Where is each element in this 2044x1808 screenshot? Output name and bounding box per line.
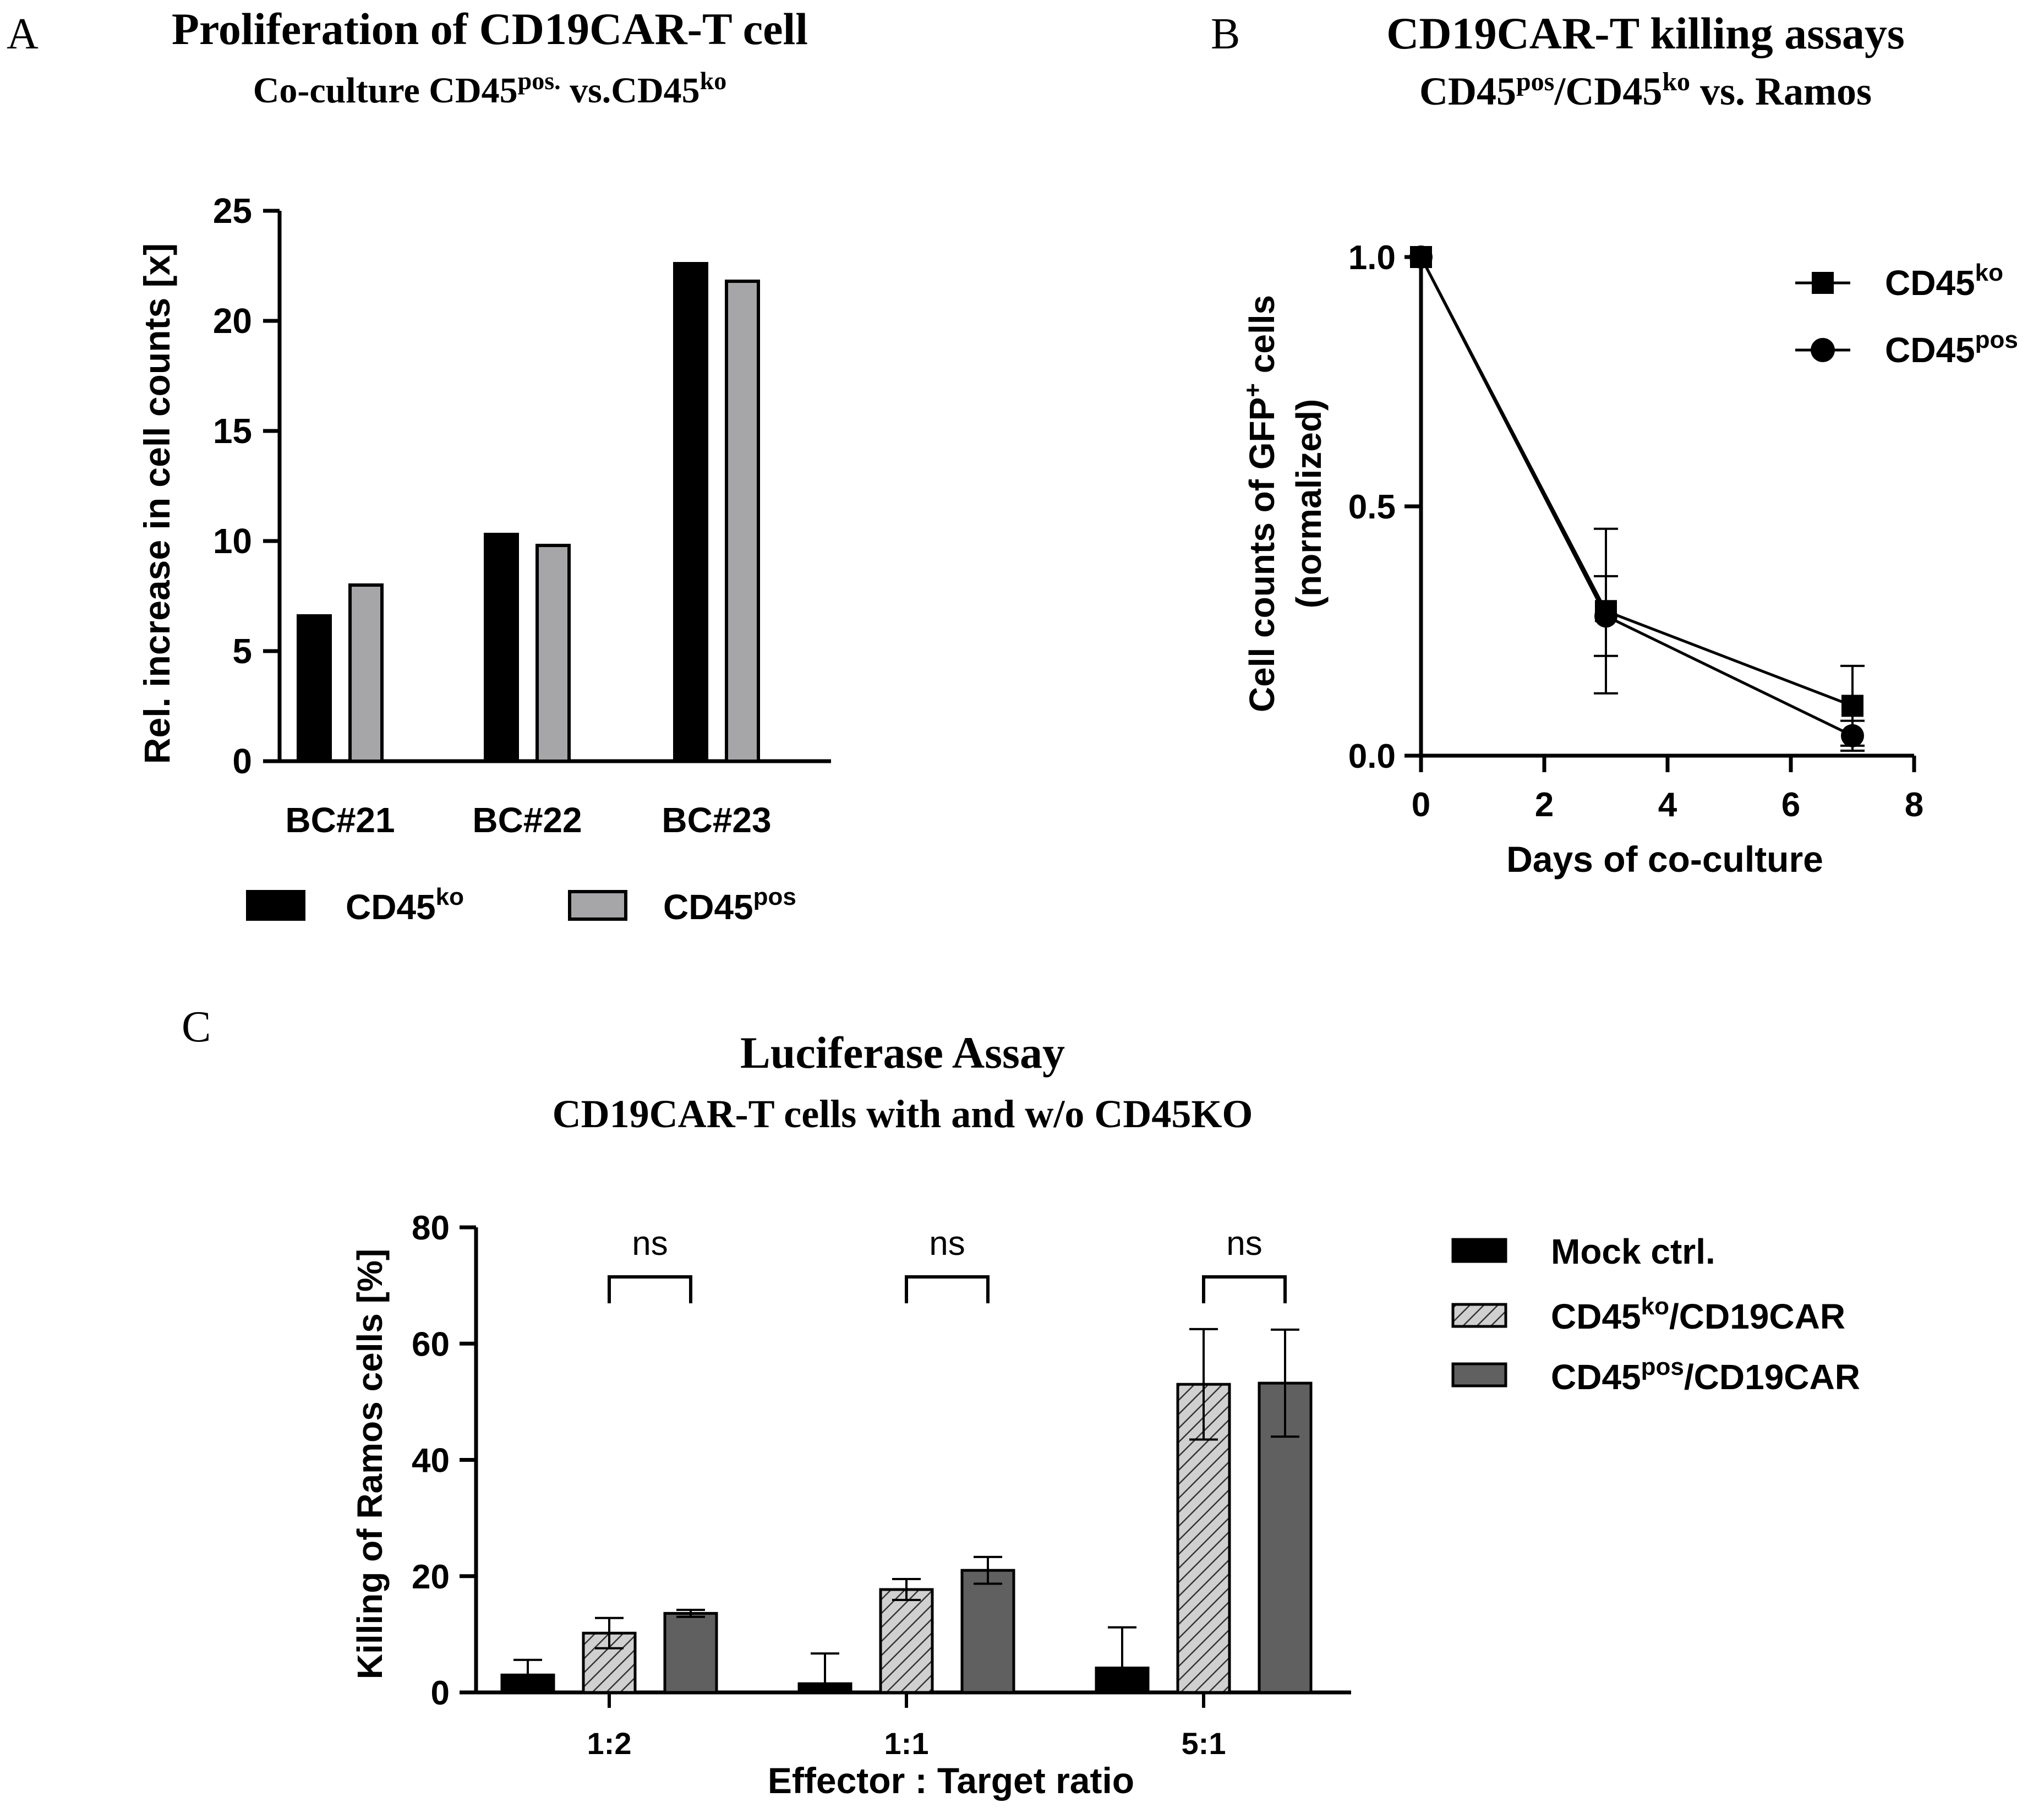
panel-a-bar-BC#23-pos [725, 280, 760, 763]
panel-c: C Luciferase Assay CD19CAR-T cells with … [182, 1003, 1860, 1801]
legend-swatch-cd45pos-car [1451, 1362, 1507, 1388]
panel-a-ytick-label: 20 [213, 301, 252, 341]
panel-b-point-ko [1841, 695, 1863, 717]
panel-c-sig-bracket [608, 1275, 692, 1303]
panel-a-bar-BC#23-ko [673, 262, 708, 763]
panel-c-ytick-label: 60 [412, 1325, 450, 1363]
panel-b-xtick-label: 2 [1535, 786, 1554, 824]
panel-a-category-label: BC#23 [662, 800, 771, 840]
panel-a: A Proliferation of CD19CAR-T cell Co-cul… [7, 4, 831, 927]
panel-b-line-ko [1419, 256, 1853, 707]
panel-c-ytick-label: 40 [412, 1442, 450, 1480]
legend-label-cd45ko-car: CD45ko/CD19CAR [1551, 1293, 1845, 1336]
panel-c-xlabel: Effector : Target ratio [768, 1760, 1134, 1801]
panel-a-bar-BC#21-ko [297, 614, 332, 763]
panel-b-letter: B [1211, 10, 1240, 58]
panel-a-ylabel: Rel. increase in cell counts [x] [136, 243, 177, 764]
legend-label-cd45pos: CD45pos [663, 883, 796, 927]
panel-c-title: Luciferase Assay [740, 1028, 1065, 1078]
legend-label-mock: Mock ctrl. [1551, 1232, 1715, 1271]
legend-swatch-cd45ko-car [1451, 1303, 1507, 1328]
panel-a-subtitle: Co-culture CD45pos. vs.CD45ko [253, 67, 726, 111]
panel-b-point-pos [1594, 604, 1617, 628]
panel-c-legend: Mock ctrl. CD45ko/CD19CAR CD45pos/CD19CA… [1451, 1232, 1860, 1397]
panel-c-ylabel: Killing of Ramos cells [%] [350, 1249, 390, 1679]
panel-b-xtick-label: 6 [1781, 786, 1800, 824]
panel-b-subtitle: CD45pos/CD45ko vs. Ramos [1419, 67, 1872, 113]
panel-a-letter: A [7, 10, 39, 58]
panel-b: B CD19CAR-T killing assays CD45pos/CD45k… [1211, 8, 2018, 880]
panel-c-subtitle: CD19CAR-T cells with and w/o CD45KO [553, 1092, 1253, 1136]
panel-b-line-pos [1419, 256, 1854, 738]
panel-a-ytick-label: 5 [232, 631, 252, 671]
panel-a-bar-BC#21-pos [348, 583, 384, 763]
panel-a-ytick-label: 10 [213, 521, 252, 561]
panel-c-bar-1:1-1 [879, 1588, 934, 1694]
panel-a-ytick-label: 0 [232, 741, 252, 781]
panel-b-xtick-label: 0 [1412, 786, 1430, 824]
panel-c-category-label: 1:2 [587, 1726, 632, 1761]
panel-c-bar-1:1-2 [960, 1569, 1015, 1694]
panel-a-legend: CD45ko CD45pos [246, 883, 796, 927]
legend-marker-circle [1811, 338, 1835, 362]
panel-a-bar-BC#22-ko [484, 533, 519, 763]
panel-c-sig-label: ns [1226, 1225, 1262, 1263]
panel-b-ytick-label: 0.0 [1348, 738, 1396, 775]
panel-a-ytick-label: 15 [213, 411, 252, 451]
panel-a-bar-BC#22-pos [535, 544, 571, 763]
panel-c-sig-bracket [905, 1275, 990, 1303]
panel-b-xlabel: Days of co-culture [1506, 839, 1823, 880]
panel-a-category-label: BC#22 [472, 800, 582, 840]
legend-swatch-mock [1451, 1238, 1507, 1263]
legend-swatch-cd45pos [568, 890, 627, 921]
panel-c-category-label: 5:1 [1182, 1726, 1226, 1761]
legend-label-cd45pos-b: CD45pos [1885, 326, 2018, 370]
panel-c-bar-1:2-2 [663, 1612, 718, 1694]
panel-a-ytick-label: 25 [213, 191, 252, 231]
panel-b-xtick-label: 8 [1905, 786, 1923, 824]
panel-a-category-label: BC#21 [285, 800, 395, 840]
panel-c-letter: C [182, 1003, 211, 1051]
panel-b-point-pos [1409, 245, 1433, 269]
panel-a-title: Proliferation of CD19CAR-T cell [172, 4, 808, 54]
legend-swatch-cd45ko [246, 890, 305, 921]
panel-c-sig-label: ns [632, 1225, 668, 1263]
legend-label-cd45pos-car: CD45pos/CD19CAR [1551, 1353, 1860, 1397]
panel-c-ytick-label: 20 [412, 1558, 450, 1596]
legend-label-cd45ko-b: CD45ko [1885, 259, 2003, 303]
panel-b-title: CD19CAR-T killing assays [1386, 8, 1905, 58]
panel-c-ytick-label: 80 [412, 1209, 450, 1247]
panel-b-ylabel2: (normalized) [1289, 399, 1329, 608]
panel-b-ytick-label: 1.0 [1348, 239, 1396, 277]
legend-label-cd45ko: CD45ko [346, 883, 464, 927]
panel-c-ytick-label: 0 [431, 1674, 450, 1712]
panel-c-sig-label: ns [929, 1225, 965, 1263]
panel-c-category-label: 1:1 [884, 1726, 929, 1761]
panel-b-ylabel: Cell counts of GFP+ cells [1239, 295, 1282, 712]
panel-b-xtick-label: 4 [1658, 786, 1677, 824]
panel-b-legend: CD45ko CD45pos [1795, 259, 2018, 370]
panel-b-ytick-label: 0.5 [1348, 488, 1396, 526]
panel-b-point-pos [1841, 724, 1864, 747]
panel-c-sig-bracket [1202, 1275, 1287, 1303]
legend-marker-square [1812, 272, 1834, 294]
